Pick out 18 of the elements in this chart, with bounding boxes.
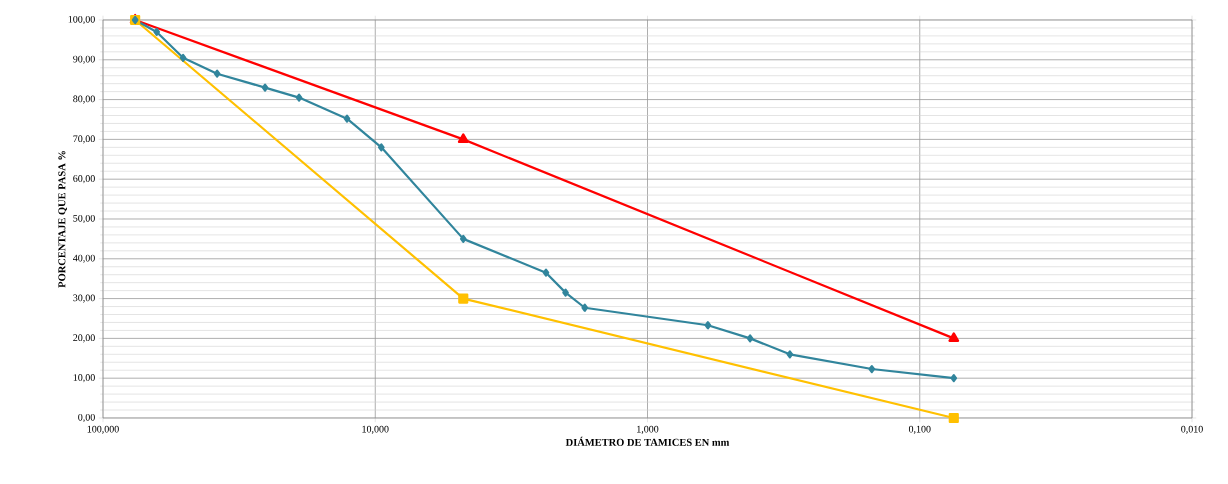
- y-tick-label: 50,00: [73, 214, 95, 224]
- y-tick-label: 0,00: [78, 413, 95, 423]
- y-tick-label: 60,00: [73, 175, 95, 184]
- y-tick-label: 20,00: [73, 334, 95, 343]
- x-tick-label: 1,000: [637, 425, 659, 434]
- y-tick-label: 100,00: [68, 15, 95, 25]
- y-tick-label: 90,00: [73, 55, 95, 64]
- y-tick-label: 30,00: [73, 294, 95, 303]
- y-tick-label: 80,00: [73, 95, 95, 104]
- x-axis-title: DIÁMETRO DE TAMICES EN mm: [565, 436, 730, 446]
- x-tick-label: 100,000: [87, 425, 119, 434]
- x-tick-label: 0,100: [908, 425, 931, 434]
- y-tick-label: 70,00: [73, 135, 95, 144]
- x-tick-label: 10,000: [362, 425, 389, 434]
- y-tick-label: 10,00: [73, 374, 95, 383]
- y-axis-title: PORCENTAJE QUE PASA %: [58, 151, 67, 288]
- x-tick-label: 0,010: [1181, 425, 1203, 434]
- y-tick-label: 40,00: [73, 254, 95, 263]
